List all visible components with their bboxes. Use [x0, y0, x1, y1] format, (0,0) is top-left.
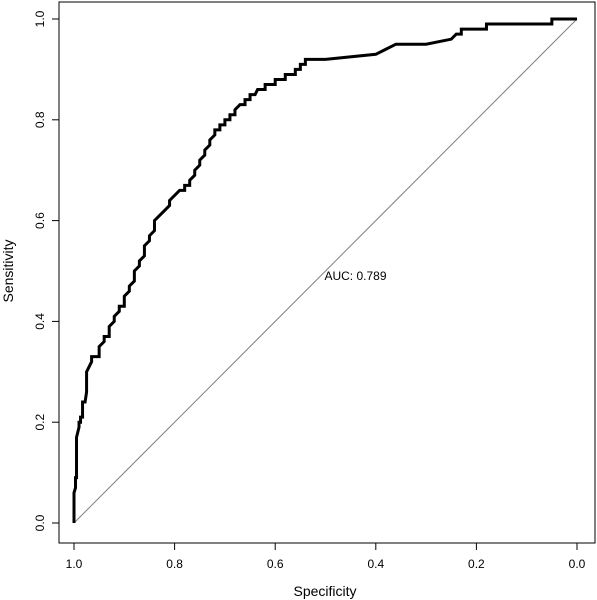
y-axis-title: Sensitivity: [0, 239, 16, 302]
x-axis: 1.0 0.8 0.6 0.4 0.2 0.0: [66, 542, 586, 571]
x-tick-label: 0.8: [166, 557, 183, 571]
x-tick-label: 0.2: [468, 557, 485, 571]
x-tick-label: 0.6: [267, 557, 284, 571]
y-tick-label: 0.6: [33, 212, 47, 229]
x-tick-label: 0.4: [367, 557, 384, 571]
x-axis-title: Specificity: [293, 583, 356, 599]
auc-annotation: AUC: 0.789: [324, 269, 386, 283]
y-axis: 0.0 0.2 0.4 0.6 0.8 1.0: [33, 10, 60, 531]
reference-diagonal-line: [73, 18, 578, 524]
y-tick-label: 0.8: [33, 111, 47, 128]
y-tick-label: 0.4: [33, 313, 47, 330]
y-tick-label: 0.0: [33, 514, 47, 531]
x-tick-label: 1.0: [66, 557, 83, 571]
y-tick-label: 1.0: [33, 10, 47, 27]
roc-curve-line: [72, 17, 577, 523]
y-tick-label: 0.2: [33, 414, 47, 431]
x-tick-label: 0.0: [569, 557, 586, 571]
